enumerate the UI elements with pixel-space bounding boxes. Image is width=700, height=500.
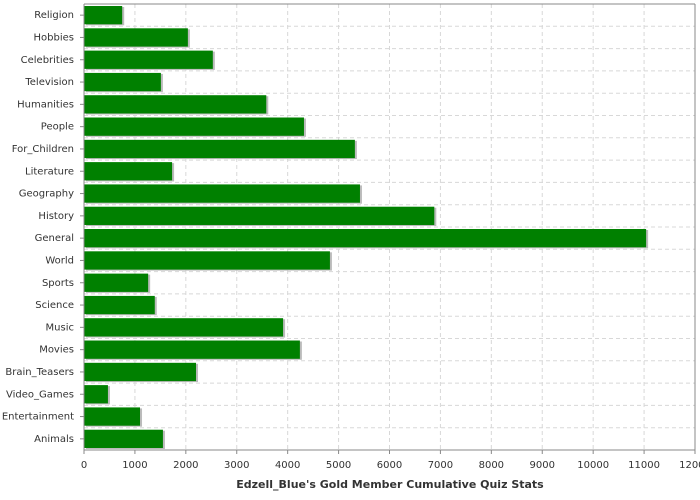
y-tick-label: Hobbies bbox=[34, 32, 74, 43]
x-tick-label: 2000 bbox=[173, 460, 198, 471]
x-tick-label: 6000 bbox=[377, 460, 402, 471]
x-tick-label: 12000 bbox=[679, 460, 700, 471]
x-tick-label: 9000 bbox=[530, 460, 555, 471]
y-tick-label: Religion bbox=[34, 10, 74, 21]
x-axis-title: Edzell_Blue's Gold Member Cumulative Qui… bbox=[236, 478, 544, 491]
y-tick-label: People bbox=[41, 122, 74, 133]
x-tick-label: 11000 bbox=[628, 460, 660, 471]
bar bbox=[84, 184, 360, 203]
y-tick-label: Entertainment bbox=[2, 412, 74, 423]
bar bbox=[84, 295, 155, 315]
bar bbox=[84, 362, 197, 382]
y-tick-label: Sports bbox=[42, 278, 74, 289]
x-tick-label: 8000 bbox=[479, 460, 504, 471]
bar bbox=[84, 117, 304, 136]
bar bbox=[84, 6, 123, 25]
bar bbox=[84, 95, 267, 114]
bar bbox=[84, 340, 300, 359]
y-tick-label: Music bbox=[46, 322, 74, 333]
y-tick-label: Television bbox=[24, 77, 74, 88]
x-tick-label: 7000 bbox=[428, 460, 453, 471]
bar bbox=[84, 206, 435, 225]
bar bbox=[84, 407, 141, 426]
bar bbox=[84, 385, 108, 404]
x-tick-label: 3000 bbox=[224, 460, 249, 471]
x-tick-label: 5000 bbox=[326, 460, 351, 471]
y-tick-label: Celebrities bbox=[21, 55, 74, 66]
y-tick-label: Geography bbox=[19, 189, 74, 200]
x-tick-label: 4000 bbox=[275, 460, 300, 471]
y-tick-label: Movies bbox=[39, 345, 74, 356]
x-tick-label: 0 bbox=[81, 460, 87, 471]
y-tick-label: For_Children bbox=[12, 144, 74, 155]
bar bbox=[84, 429, 163, 448]
y-tick-label: Literature bbox=[25, 166, 74, 177]
bar bbox=[84, 162, 173, 181]
bar bbox=[84, 318, 284, 337]
bar bbox=[84, 251, 330, 270]
y-tick-label: Video_Games bbox=[6, 389, 74, 400]
bar bbox=[84, 229, 647, 248]
bar bbox=[84, 139, 355, 159]
y-tick-label: Humanities bbox=[17, 99, 74, 110]
y-tick-label: Science bbox=[35, 300, 74, 311]
x-tick-label: 1000 bbox=[122, 460, 147, 471]
y-tick-label: General bbox=[35, 233, 74, 244]
bar bbox=[84, 50, 213, 69]
y-tick-label: Animals bbox=[34, 434, 74, 445]
y-tick-label: World bbox=[45, 255, 74, 266]
y-tick-label: History bbox=[38, 211, 74, 222]
bar bbox=[84, 28, 188, 47]
y-tick-label: Brain_Teasers bbox=[5, 367, 74, 378]
bar bbox=[84, 273, 149, 292]
bar bbox=[84, 72, 161, 92]
x-tick-label: 10000 bbox=[577, 460, 609, 471]
